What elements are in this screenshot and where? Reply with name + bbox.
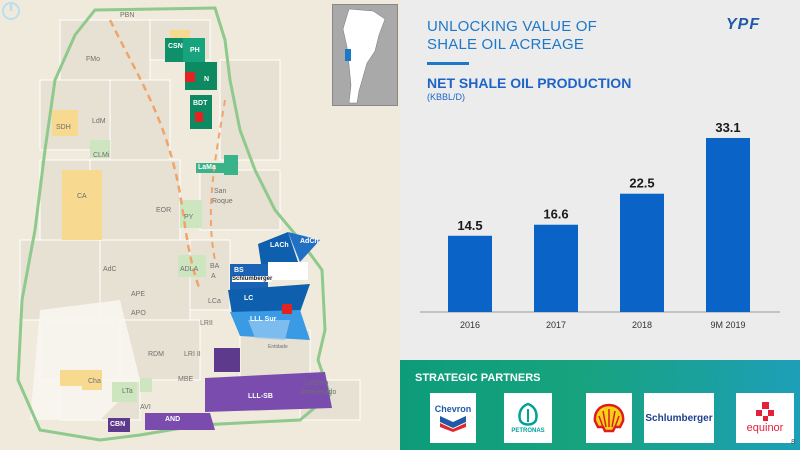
petronas-logo-text: PETRONAS	[511, 428, 545, 434]
bar-value-label: 22.5	[629, 176, 654, 191]
map-label: AdC	[103, 266, 117, 273]
power-icon[interactable]	[0, 0, 22, 22]
map-label: LC	[244, 295, 254, 302]
map-label: CSN	[168, 43, 183, 50]
ypf-logo: YPF	[726, 16, 761, 33]
production-bar-chart: 14.5 2016 16.6 2017 22.5 2018 33.1 9M 2019	[420, 120, 780, 330]
bar-value-label: 14.5	[457, 218, 482, 233]
x-tick-label: 2018	[632, 320, 652, 330]
x-tick-label: 2017	[546, 320, 566, 330]
title-underline	[427, 62, 469, 65]
petronas-logo: PETRONAS	[504, 393, 552, 443]
map-label: ADLA	[180, 266, 199, 273]
map-label: PBN	[120, 12, 135, 19]
page-number: 8	[791, 439, 795, 446]
argentina-inset-map	[332, 4, 398, 106]
map-graphic	[16, 6, 361, 442]
partners-strip: STRATEGIC PARTNERS Chevron PETRONAS Schl…	[400, 360, 800, 450]
schlumberger-logo: Schlumberger	[644, 393, 714, 443]
equinor-icon	[756, 402, 774, 421]
map-label: Atravesado	[301, 389, 337, 396]
map-label: CLMi	[93, 152, 110, 159]
bar-2016	[448, 235, 492, 312]
map-label: APO	[131, 310, 146, 317]
equinor-logo: equinor	[736, 393, 794, 443]
x-tick-label: 2016	[460, 320, 480, 330]
map-label: LdM	[92, 118, 106, 125]
map-label: PY	[184, 214, 194, 221]
map-label: SDH	[56, 124, 71, 131]
map-label: Roque	[212, 198, 233, 205]
bar-2018	[620, 193, 664, 312]
chevron-icon	[440, 416, 466, 432]
map-label: N	[204, 76, 210, 83]
schlumberger-logo-text: Schlumberger	[645, 412, 713, 424]
map-label: EOR	[156, 207, 172, 214]
map-label: CBN	[110, 421, 126, 428]
equinor-logo-text: equinor	[746, 422, 784, 434]
map-label: AdCh	[300, 238, 319, 245]
map-label: CA	[77, 193, 87, 200]
map-label: Cha	[88, 378, 101, 385]
map-label: APE	[131, 291, 146, 298]
map-label: AND	[165, 416, 181, 423]
map-label: FMo	[86, 56, 100, 63]
argentina-silhouette	[342, 8, 386, 104]
production-panel: UNLOCKING VALUE OF SHALE OIL ACREAGE YPF…	[400, 0, 800, 360]
map-label: A	[211, 273, 216, 280]
headline-line-2: SHALE OIL ACREAGE	[427, 36, 585, 53]
chevron-logo-text: Chevron	[434, 404, 472, 414]
map-label: LTa	[122, 388, 133, 395]
bar-value-label: 16.6	[543, 207, 568, 222]
map-label: LACh	[270, 242, 289, 249]
chevron-logo: Chevron	[430, 393, 476, 443]
bars-group: 14.5 2016 16.6 2017 22.5 2018 33.1 9M 2019	[420, 120, 780, 330]
map-label: LRI II	[184, 351, 201, 358]
concession-map: PBN FMo CSN PH N BDT SDH LdM CLMi LaMa S…	[0, 0, 400, 450]
chart-title: NET SHALE OIL PRODUCTION	[427, 75, 632, 91]
map-label: LCa	[208, 298, 221, 305]
chart-unit: (KBBL/D)	[427, 92, 466, 102]
map-label: PH	[190, 47, 200, 54]
x-tick-label: 9M 2019	[710, 320, 745, 330]
map-label: BA	[210, 263, 220, 270]
headline: UNLOCKING VALUE OF SHALE OIL ACREAGE	[427, 18, 597, 54]
headline-line-1: UNLOCKING VALUE OF	[427, 18, 598, 35]
bar-2017	[534, 224, 578, 312]
map-label: RDM	[148, 351, 164, 358]
map-label: AVI	[140, 404, 151, 411]
bar-value-label: 33.1	[715, 120, 740, 135]
map-label: San	[214, 188, 227, 195]
map-label: LRII	[200, 320, 213, 327]
bar-9m-2019	[706, 137, 750, 312]
map-label: LLL Sur	[250, 316, 277, 323]
map-label: LLL-SB	[248, 393, 273, 400]
map-label: BS	[234, 267, 244, 274]
petronas-icon	[518, 402, 538, 426]
map-label: BDT	[193, 100, 208, 107]
shell-icon	[593, 403, 625, 433]
map-label: LaMa	[198, 164, 216, 171]
map-label: Lindero	[305, 380, 329, 387]
map-label: Entidade	[268, 344, 288, 350]
map-label: Schlumberger	[232, 276, 273, 282]
partners-title: STRATEGIC PARTNERS	[415, 372, 541, 384]
shell-logo	[586, 393, 632, 443]
map-label: MBE	[178, 376, 194, 383]
